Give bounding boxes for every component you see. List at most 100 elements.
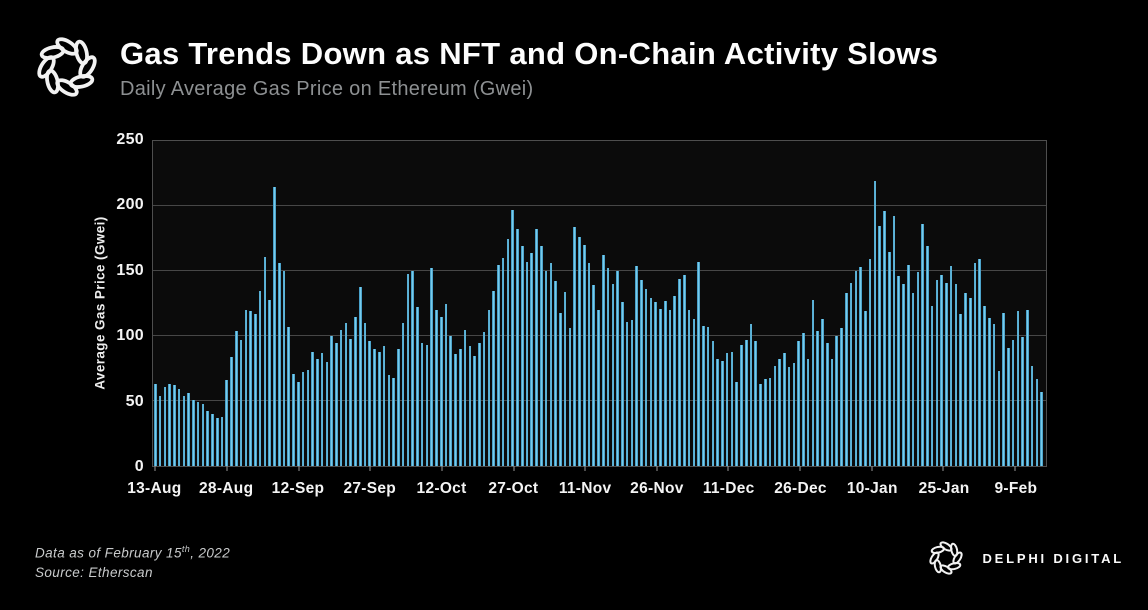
gas-price-bar — [392, 377, 395, 466]
plot-area — [152, 140, 1047, 471]
gas-price-bar — [830, 359, 834, 466]
gas-price-bar — [416, 307, 419, 466]
gas-price-bar — [354, 316, 357, 466]
x-tick-label: 13-Aug — [127, 480, 182, 497]
gas-price-bar — [463, 329, 467, 466]
x-tick-mark — [1014, 466, 1016, 471]
gas-price-bar — [911, 293, 915, 466]
x-tick-label: 11-Dec — [702, 480, 755, 497]
x-tick-label: 9-Feb — [994, 480, 1038, 497]
gas-price-bar — [549, 263, 553, 466]
gas-price-bar — [601, 255, 605, 466]
gas-price-bar — [926, 246, 929, 466]
gas-price-bar — [659, 308, 662, 466]
x-tick-mark — [871, 466, 873, 471]
gas-price-bar — [682, 274, 686, 466]
gas-price-bar — [559, 312, 562, 466]
gas-price-bar — [292, 373, 295, 466]
gas-price-bar — [168, 384, 171, 466]
gas-price-bar — [296, 381, 300, 466]
gas-price-bar — [597, 310, 600, 466]
gas-price-bar — [478, 342, 481, 466]
gas-price-bar — [663, 300, 667, 466]
gas-price-bar — [187, 393, 190, 466]
x-tick-mark — [799, 466, 801, 471]
gas-price-bar — [401, 323, 405, 466]
y-tick-label: 150 — [116, 261, 144, 279]
gas-price-bar — [854, 271, 858, 466]
gas-price-bar — [668, 310, 672, 466]
gas-price-bar — [992, 324, 996, 466]
gas-price-bar — [711, 341, 715, 466]
gas-price-bar — [220, 416, 224, 466]
gas-price-bar — [406, 273, 410, 466]
gas-price-bar — [878, 225, 881, 466]
gas-price-bar — [821, 319, 824, 466]
delphi-knot-logo-small — [929, 541, 964, 575]
gas-price-bar — [1035, 378, 1039, 466]
gas-price-bar — [544, 271, 548, 466]
y-tick-label: 250 — [116, 131, 144, 148]
gas-price-bar — [797, 341, 800, 466]
x-tick-mark — [441, 466, 443, 471]
gas-price-bar — [163, 386, 167, 466]
y-tick-label: 0 — [134, 458, 144, 475]
gas-price-bar — [158, 395, 162, 466]
gas-price-bar — [983, 306, 986, 466]
gas-price-bar — [811, 299, 815, 466]
title-block: Gas Trends Down as NFT and On-Chain Acti… — [120, 36, 938, 101]
gas-price-bar — [468, 346, 472, 466]
gas-price-bar — [578, 237, 581, 466]
gas-price-bar — [268, 299, 271, 466]
gas-price-bar — [225, 380, 229, 466]
gas-price-bar — [721, 360, 724, 466]
gas-price-bar — [301, 372, 305, 466]
gas-price-bar — [787, 367, 791, 466]
x-tick-mark — [369, 466, 371, 471]
y-tick-label: 100 — [116, 327, 144, 345]
x-tick-label: 26-Nov — [630, 480, 684, 497]
gas-price-bar — [444, 303, 448, 466]
gas-price-bar — [649, 298, 653, 466]
y-tick-label: 200 — [116, 196, 144, 214]
data-as-of-note: Data as of February 15th, 2022 — [35, 544, 231, 561]
gridline — [153, 270, 1046, 271]
gas-price-bar — [706, 326, 710, 466]
gas-price-bar — [287, 326, 291, 466]
gas-price-bar — [873, 181, 877, 466]
gas-price-bar — [568, 328, 572, 466]
gas-price-bar — [459, 349, 462, 466]
gas-price-bar — [749, 324, 753, 466]
gas-price-bar — [282, 271, 286, 466]
x-tick-label: 12-Oct — [416, 480, 467, 497]
gas-price-bar — [211, 414, 214, 466]
gas-price-bar — [201, 403, 205, 466]
gas-price-bar — [621, 302, 624, 466]
gas-price-bar — [887, 251, 891, 466]
gas-price-bar — [930, 306, 934, 466]
gas-price-bar — [630, 320, 634, 466]
x-tick-mark — [226, 466, 228, 471]
gas-price-bar — [215, 417, 219, 466]
x-tick-mark — [584, 466, 586, 471]
gas-price-bar — [959, 313, 962, 466]
gas-price-bar — [1040, 391, 1043, 466]
gas-price-bar — [759, 384, 762, 466]
gas-price-bar — [906, 264, 910, 466]
gas-price-bar — [540, 246, 543, 466]
gas-price-bar — [940, 274, 943, 466]
gas-price-bar — [1021, 337, 1024, 466]
x-tick-mark — [727, 466, 729, 471]
gas-price-bar — [358, 286, 362, 466]
x-tick-label: 26-Dec — [774, 480, 827, 497]
gas-price-bar — [592, 285, 596, 466]
gas-price-bar — [320, 352, 324, 466]
x-tick-label: 27-Oct — [488, 480, 539, 497]
gas-price-bar — [744, 339, 748, 466]
x-tick-mark — [154, 466, 156, 471]
gas-price-bar — [792, 363, 796, 466]
gas-price-bar — [916, 272, 920, 466]
gas-price-bar — [192, 399, 195, 466]
gas-price-bar — [244, 310, 248, 466]
